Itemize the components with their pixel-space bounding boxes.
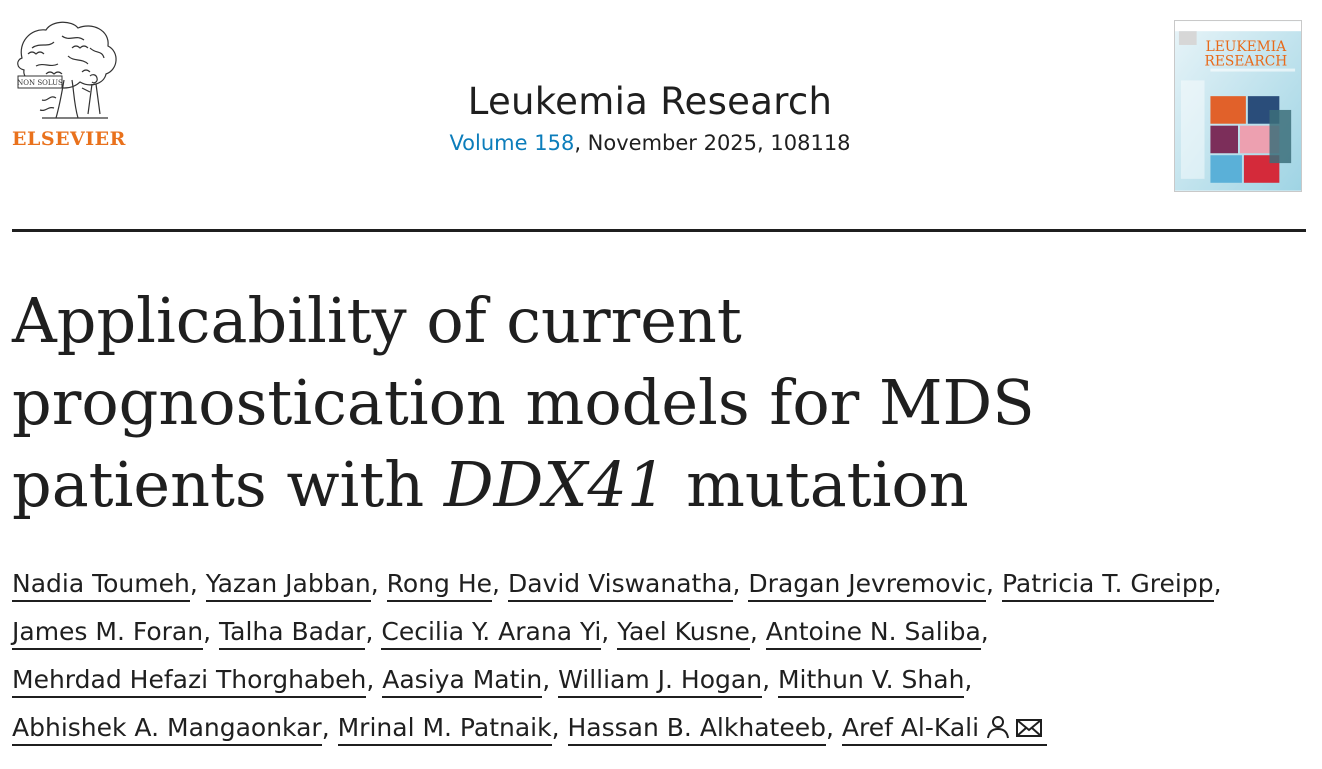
author-separator: ,: [732, 569, 741, 598]
author-link[interactable]: Abhishek A. Mangaonkar: [12, 713, 322, 746]
article-header: NON SOLUS ELSEVIER Leukemia Research Vol…: [0, 0, 1322, 232]
author-list: Nadia Toumeh, Yazan Jabban, Rong He, Dav…: [12, 560, 1312, 756]
author-link[interactable]: Yael Kusne: [617, 617, 750, 650]
journal-title-link[interactable]: Leukemia Research: [467, 80, 833, 123]
journal-cover-image[interactable]: LEUKEMIA RESEARCH: [1174, 20, 1302, 192]
author-separator: ,: [542, 665, 551, 694]
author-separator: ,: [370, 569, 379, 598]
author-separator: ,: [551, 713, 560, 742]
author-name: Aref Al-Kali: [841, 713, 980, 742]
author-link[interactable]: Dragan Jevremovic: [748, 569, 987, 602]
tree-emblem-icon: NON SOLUS: [17, 21, 117, 119]
person-icon: [987, 716, 1010, 739]
article-title-end: mutation: [666, 448, 969, 521]
author-separator: ,: [825, 713, 834, 742]
author-separator: ,: [762, 665, 771, 694]
author-link[interactable]: Antoine N. Saliba: [765, 617, 981, 650]
cover-art: LEUKEMIA RESEARCH: [1175, 21, 1301, 191]
author-separator: ,: [964, 665, 973, 694]
author-link[interactable]: Aasiya Matin: [382, 665, 543, 698]
journal-info: Leukemia Research Volume 158, November 2…: [300, 80, 1000, 155]
author-link[interactable]: Mehrdad Hefazi Thorghabeh: [12, 665, 367, 698]
author-link[interactable]: Talha Badar: [219, 617, 366, 650]
corresponding-author-link[interactable]: Aref Al-Kali: [841, 713, 1048, 746]
header-divider: [12, 229, 1306, 232]
author-link[interactable]: Yazan Jabban: [205, 569, 371, 602]
author-separator: ,: [986, 569, 994, 598]
issue-line: Volume 158, November 2025, 108118: [300, 131, 1000, 155]
envelope-icon: [1016, 719, 1043, 737]
author-separator: ,: [203, 617, 212, 646]
issue-details: , November 2025, 108118: [574, 131, 851, 155]
author-link[interactable]: Hassan B. Alkhateeb: [567, 713, 826, 746]
publisher-wordmark: ELSEVIER: [12, 128, 126, 150]
author-separator: ,: [492, 569, 500, 598]
author-separator: ,: [366, 665, 375, 694]
author-separator: ,: [601, 617, 610, 646]
cover-title-line1: LEUKEMIA: [1206, 39, 1288, 55]
author-link[interactable]: Cecilia Y. Arana Yi: [381, 617, 602, 650]
author-link[interactable]: Nadia Toumeh: [12, 569, 190, 602]
elsevier-logo[interactable]: NON SOLUS ELSEVIER: [12, 18, 128, 150]
author-icons: [985, 708, 1047, 756]
author-link[interactable]: David Viswanatha: [507, 569, 733, 602]
author-separator: ,: [365, 617, 374, 646]
author-separator: ,: [321, 713, 330, 742]
author-separator: ,: [1213, 569, 1222, 598]
author-link[interactable]: Rong He: [386, 569, 493, 602]
gene-name: DDX41: [443, 448, 667, 521]
cover-title-line2: RESEARCH: [1205, 54, 1288, 70]
author-link[interactable]: Mrinal M. Patnaik: [337, 713, 552, 746]
author-link[interactable]: William J. Hogan: [558, 665, 763, 698]
author-link[interactable]: James M. Foran: [12, 617, 204, 650]
article-title: Applicability of current prognostication…: [12, 280, 1252, 526]
author-separator: ,: [980, 617, 989, 646]
author-separator: ,: [189, 569, 198, 598]
article-title-text: Applicability of current prognostication…: [12, 284, 1035, 521]
author-link[interactable]: Mithun V. Shah: [777, 665, 965, 698]
motto-banner: NON SOLUS: [17, 79, 63, 87]
author-link[interactable]: Patricia T. Greipp: [1001, 569, 1214, 602]
author-separator: ,: [749, 617, 758, 646]
volume-link[interactable]: Volume 158: [449, 131, 575, 155]
